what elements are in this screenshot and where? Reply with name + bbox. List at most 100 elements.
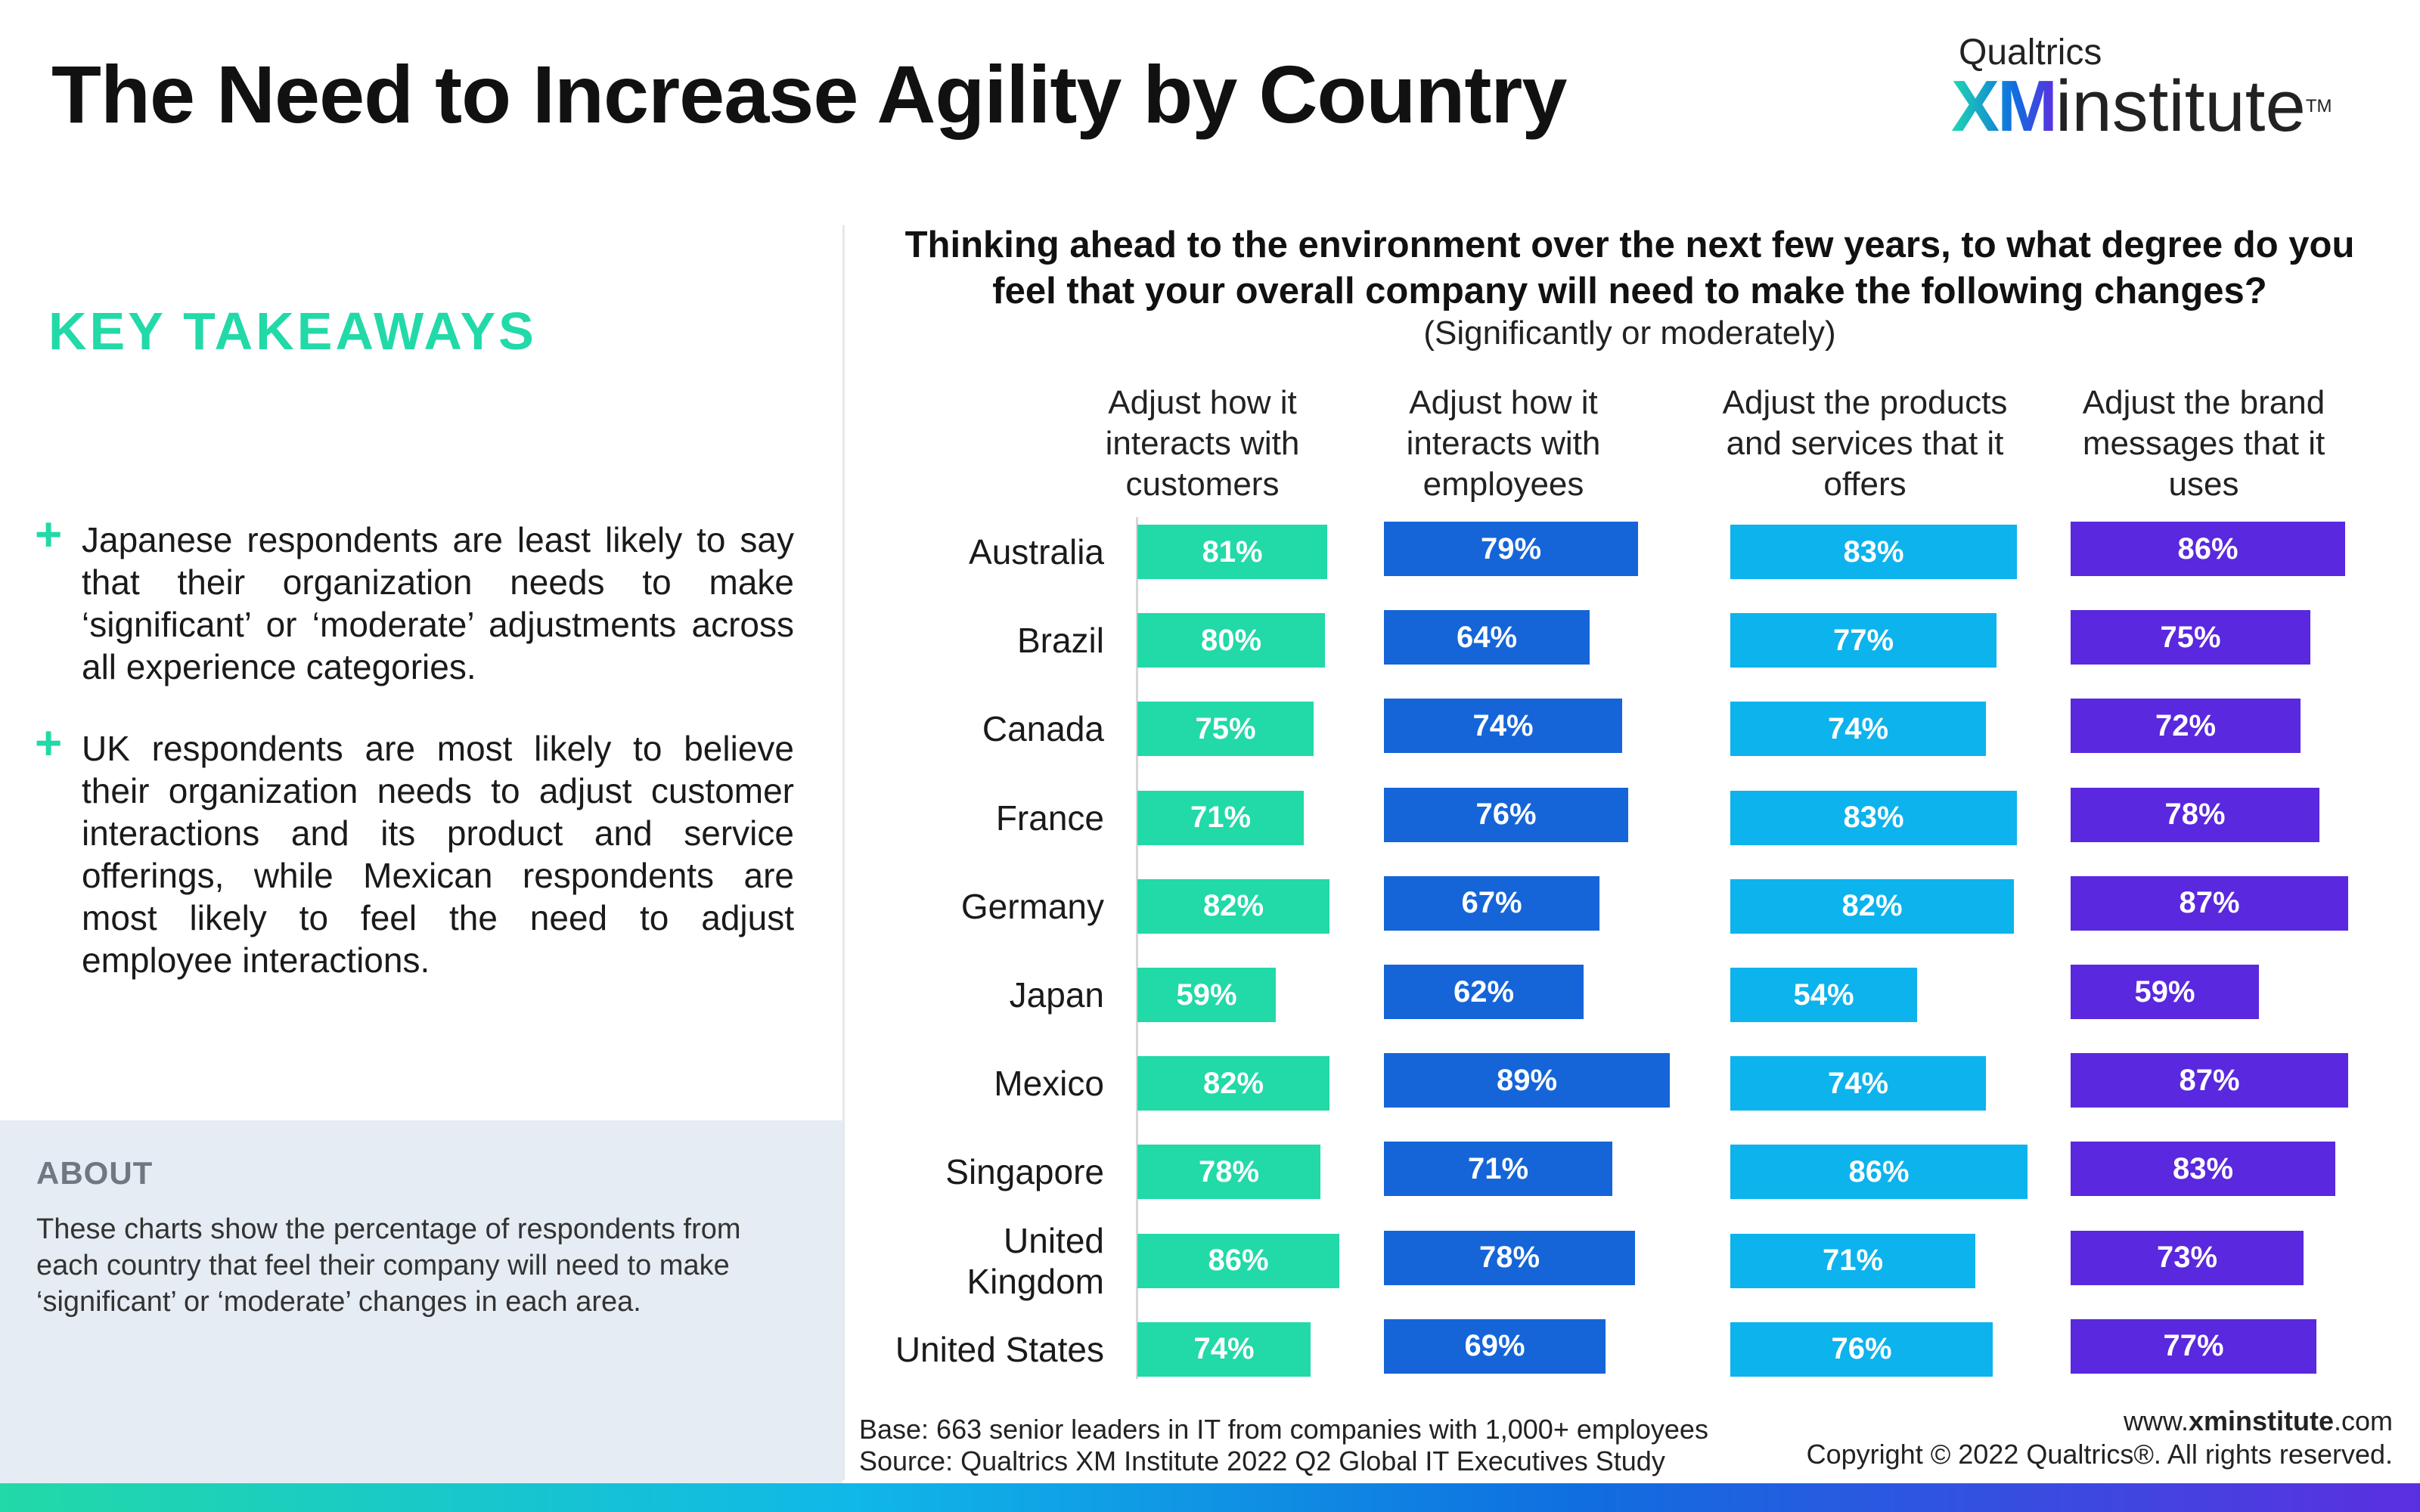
bar: 75% (1137, 702, 1314, 757)
series-heading-line: customers (1125, 466, 1280, 503)
country-label: Australia (877, 531, 1104, 572)
brand-institute-text: institute (2055, 66, 2306, 147)
brand-xm-text: XM (1951, 66, 2058, 147)
bar-value-label: 62% (1453, 974, 1515, 1009)
bar: 82% (1137, 1056, 1329, 1111)
country-label-line: Brazil (1016, 621, 1104, 661)
takeaway-item: + UK respondents are most likely to beli… (35, 720, 794, 981)
country-label-line: Japan (1009, 975, 1104, 1015)
bar-value-label: 86% (1848, 1154, 1910, 1188)
takeaway-item: + Japanese respondents are least likely … (35, 512, 794, 688)
bar-value-label: 83% (1843, 801, 1904, 835)
brand-qualtrics-text: Qualtrics (1959, 33, 2102, 73)
bar: 73% (2071, 1230, 2304, 1285)
takeaway-text: Japanese respondents are least likely to… (82, 520, 794, 686)
about-panel: ABOUT These charts show the percentage o… (0, 1120, 842, 1485)
series-heading-line: Adjust how it (1409, 384, 1598, 421)
bar-value-label: 83% (1843, 534, 1904, 569)
bar-value-label: 82% (1202, 889, 1264, 923)
country-label-line: Singapore (945, 1152, 1104, 1192)
bar: 83% (1730, 525, 2017, 579)
bar: 86% (1137, 1233, 1339, 1288)
series-heading: Adjust the products and services that it o… (1699, 383, 2031, 505)
bar-value-label: 71% (1467, 1151, 1529, 1185)
bar: 82% (1137, 878, 1329, 934)
country-label: Singapore (877, 1151, 1104, 1192)
gradient-strip (0, 1483, 2420, 1512)
bar: 87% (2071, 1053, 2348, 1108)
country-label: France (877, 798, 1104, 838)
bar: 75% (2071, 610, 2310, 665)
plus-icon: + (35, 717, 63, 770)
bar: 74% (1730, 702, 1986, 757)
bar: 64% (1384, 610, 1590, 665)
bar: 71% (1730, 1233, 1975, 1288)
bar-value-label: 54% (1793, 978, 1854, 1012)
bar: 67% (1384, 875, 1599, 931)
bar: 86% (2071, 522, 2345, 576)
bar: 59% (2071, 965, 2259, 1019)
brand-logo: Qualtrics XMinstituteTM (1951, 32, 2375, 143)
bar: 76% (1730, 1321, 1993, 1377)
country-label: Mexico (877, 1063, 1104, 1104)
country-label: Brazil (877, 620, 1104, 661)
bar-value-label: 74% (1193, 1332, 1255, 1366)
website-suffix: .com (2333, 1405, 2393, 1436)
country-label-line: Canada (982, 709, 1104, 749)
bar-value-label: 78% (2164, 798, 2226, 832)
takeaway-text: UK respondents are most likely to believ… (82, 729, 794, 980)
brand-xm-institute: XMinstituteTM (1951, 70, 2375, 143)
country-label-line: Germany (960, 886, 1104, 926)
country-label-line: Kingdom (966, 1261, 1104, 1301)
bar-value-label: 86% (2177, 531, 2238, 565)
chart-subtitle: (Significantly or moderately) (1423, 314, 1836, 352)
bar-value-label: 77% (2163, 1329, 2224, 1363)
bar: 78% (1137, 1145, 1320, 1200)
bar: 71% (1137, 790, 1304, 845)
website-link[interactable]: www.xminstitute.com (1807, 1405, 2393, 1438)
bar: 89% (1384, 1053, 1670, 1108)
bar: 74% (1730, 1056, 1986, 1111)
copyright-text: Copyright © 2022 Qualtrics®. All rights … (1806, 1439, 2393, 1470)
bar: 78% (2071, 787, 2319, 842)
bar-value-label: 83% (2172, 1151, 2234, 1185)
bar: 74% (1384, 699, 1622, 754)
bar-value-label: 74% (1827, 711, 1889, 745)
bar-value-label: 71% (1190, 801, 1252, 835)
series-heading: Adjust the brand messages that it uses (2037, 383, 2370, 505)
bar: 54% (1730, 968, 1917, 1022)
bar-value-label: 77% (1832, 623, 1894, 657)
series-heading-line: Adjust the products (1722, 384, 2008, 421)
series-heading-line: Adjust how it (1108, 384, 1297, 421)
series-heading-line: employees (1423, 466, 1584, 503)
series-heading-line: offers (1823, 466, 1907, 503)
series-heading-line: and services that it (1726, 425, 2004, 462)
bar-value-label: 82% (1202, 1066, 1264, 1100)
source-note: Source: Qualtrics XM Institute 2022 Q2 G… (859, 1445, 1665, 1476)
bar-value-label: 59% (1176, 978, 1237, 1012)
country-label: Japan (877, 974, 1104, 1015)
copyright-block: www.xminstitute.com Copyright © 2022 Qua… (1807, 1405, 2393, 1471)
brand-trademark: TM (2305, 96, 2332, 116)
bar-value-label: 75% (2160, 620, 2221, 654)
bar-value-label: 59% (2134, 974, 2195, 1009)
bar-value-label: 73% (2156, 1241, 2218, 1275)
base-note: Base: 663 senior leaders in IT from comp… (859, 1414, 1708, 1445)
country-label-line: United (1004, 1220, 1104, 1260)
bar: 69% (1384, 1318, 1606, 1374)
bar: 79% (1384, 522, 1638, 576)
about-text: These charts show the percentage of resp… (36, 1213, 741, 1318)
country-label: Canada (877, 708, 1104, 749)
bar-value-label: 69% (1464, 1329, 1525, 1363)
series-heading-line: uses (2168, 466, 2239, 503)
bar-value-label: 79% (1480, 531, 1542, 565)
bar-value-label: 72% (2155, 708, 2217, 742)
bar: 83% (1730, 790, 2017, 845)
bar: 62% (1384, 965, 1584, 1019)
website-domain: xminstitute (2188, 1405, 2334, 1436)
country-label: United Kingdom (877, 1220, 1104, 1302)
bar: 59% (1137, 968, 1276, 1022)
bar-value-label: 74% (1827, 1066, 1889, 1100)
bar: 81% (1137, 525, 1327, 579)
bar-value-label: 89% (1496, 1063, 1558, 1097)
